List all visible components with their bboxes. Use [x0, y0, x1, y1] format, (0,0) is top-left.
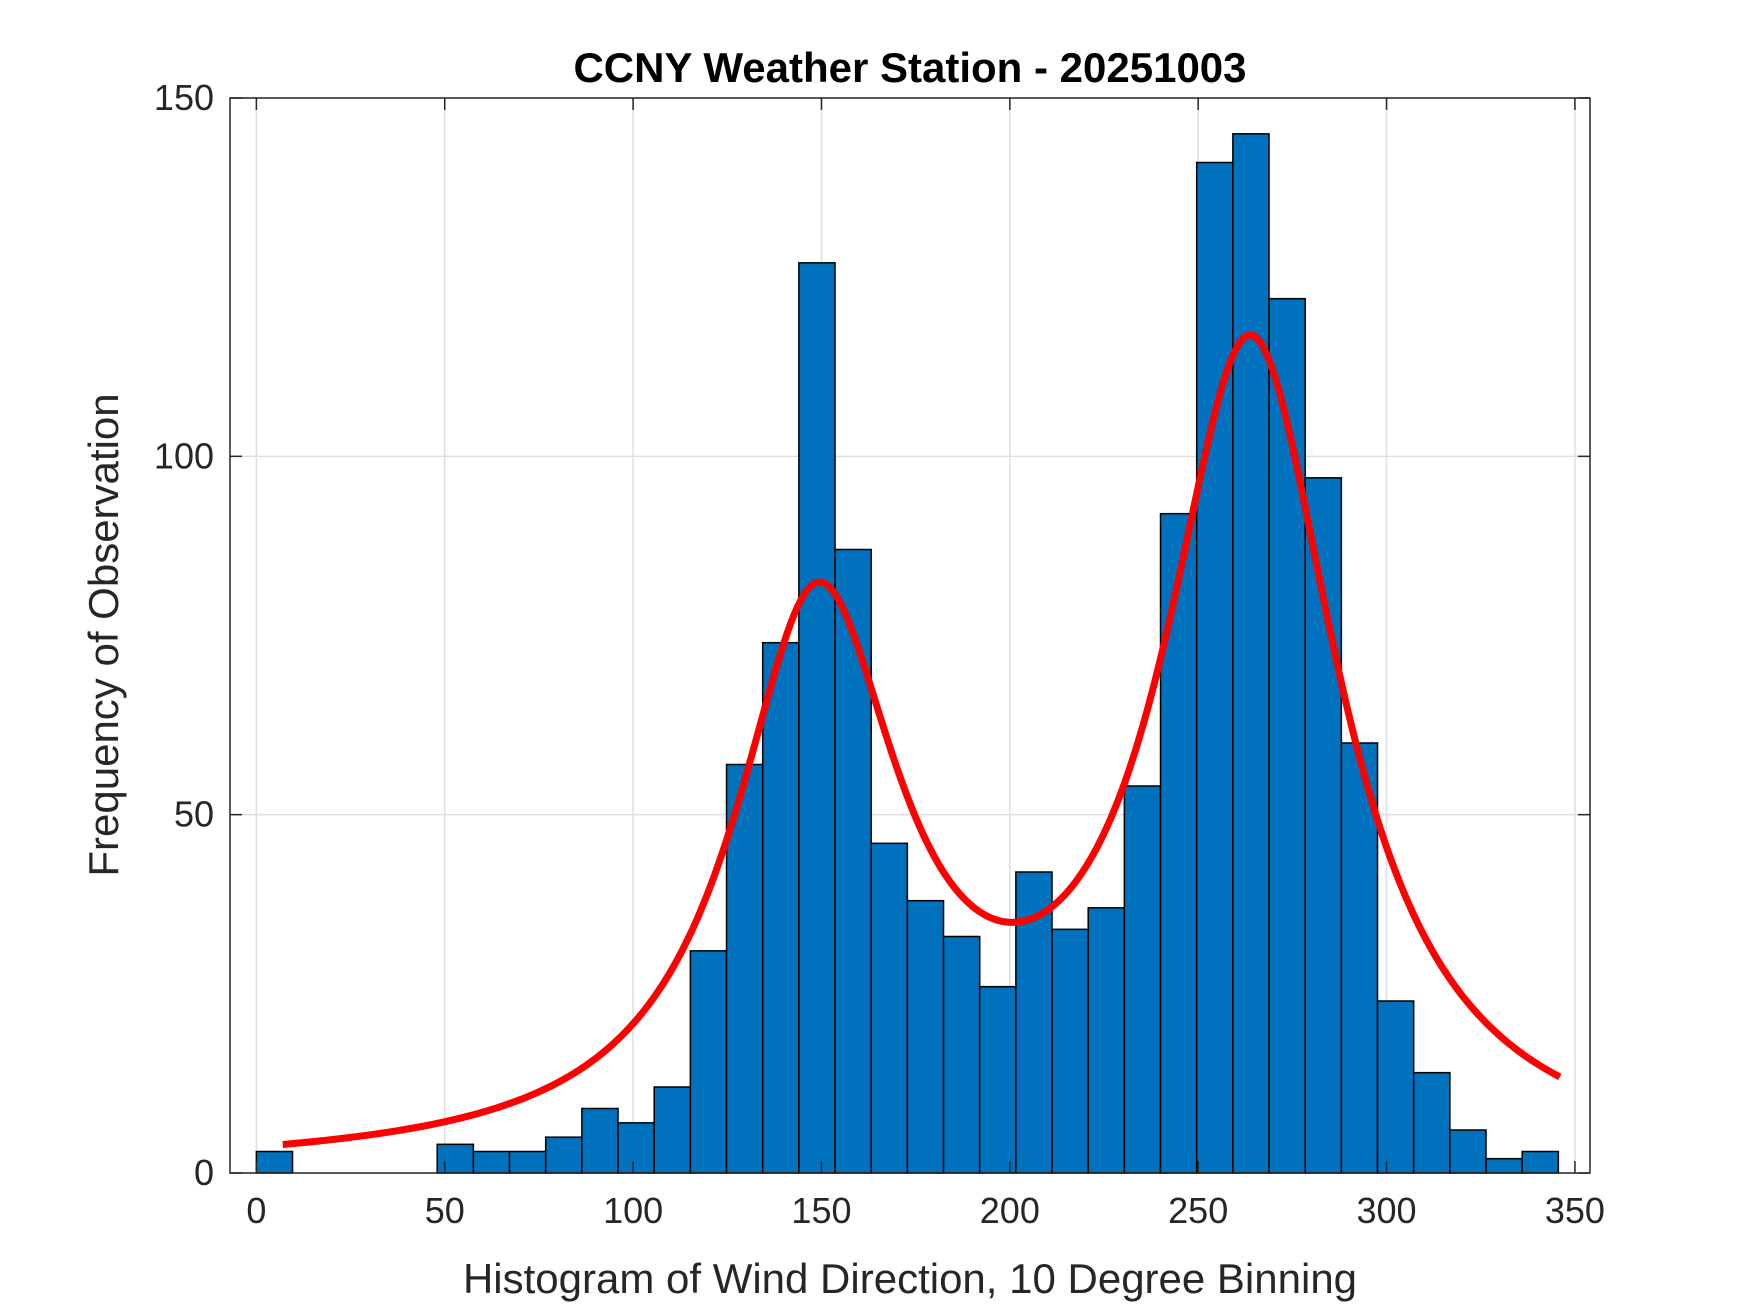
x-tick-label: 150 [791, 1190, 851, 1231]
histogram-bar [942, 935, 981, 1174]
x-tick-label: 100 [603, 1190, 663, 1231]
x-tick-label: 300 [1357, 1190, 1417, 1231]
histogram-bar [1340, 742, 1379, 1174]
plot-frame [229, 97, 1591, 1174]
x-tick-label: 250 [1168, 1190, 1228, 1231]
histogram-bar [544, 1136, 583, 1174]
histogram-bar [472, 1150, 511, 1174]
histogram-bar [255, 1150, 294, 1174]
histogram-bar [653, 1086, 692, 1174]
histogram-bar [1051, 928, 1089, 1174]
histogram-bar [978, 985, 1017, 1174]
histogram-bar [1087, 907, 1126, 1174]
x-tick-label: 0 [246, 1190, 266, 1231]
histogram-bar [1376, 1000, 1415, 1174]
x-tick-label: 50 [425, 1190, 465, 1231]
y-tick-labels: 0 50 100 150 [154, 77, 214, 1193]
histogram-bar [436, 1143, 475, 1174]
y-tick-label: 50 [174, 794, 214, 835]
x-tick-label: 350 [1545, 1190, 1605, 1231]
histogram-bar [1159, 512, 1198, 1174]
y-tick-label: 0 [194, 1152, 214, 1193]
histogram-bar [508, 1150, 547, 1174]
y-tick-label: 150 [154, 77, 214, 118]
histogram-bar [1449, 1129, 1487, 1174]
fit-curve-group [282, 331, 1562, 1148]
y-axis-label: Frequency of Observation [80, 393, 127, 876]
histogram-bar [798, 262, 836, 1174]
histogram-bar [906, 899, 945, 1174]
x-tick-labels: 0 50 100 150 200 250 300 350 [246, 1190, 1605, 1231]
histogram-bar [1412, 1071, 1451, 1174]
histogram-bar [1232, 133, 1270, 1174]
histogram-bar [761, 641, 800, 1174]
histogram-bar [1123, 785, 1162, 1174]
histogram-bar [581, 1107, 619, 1174]
x-tick-label: 200 [980, 1190, 1040, 1231]
histogram-bar [1195, 161, 1234, 1174]
fit-curve [282, 331, 1562, 1148]
histogram-bar [617, 1122, 655, 1174]
chart-title: CCNY Weather Station - 20251003 [573, 44, 1246, 91]
y-tick-label: 100 [154, 435, 214, 476]
histogram-bar [1485, 1157, 1523, 1174]
axis-ticks [230, 97, 1590, 1174]
histogram-bar [870, 842, 909, 1174]
x-axis-label: Histogram of Wind Direction, 10 Degree B… [463, 1255, 1357, 1302]
histogram-bar [1268, 297, 1306, 1174]
histogram-bar [689, 950, 728, 1174]
histogram-bar [1521, 1150, 1560, 1174]
